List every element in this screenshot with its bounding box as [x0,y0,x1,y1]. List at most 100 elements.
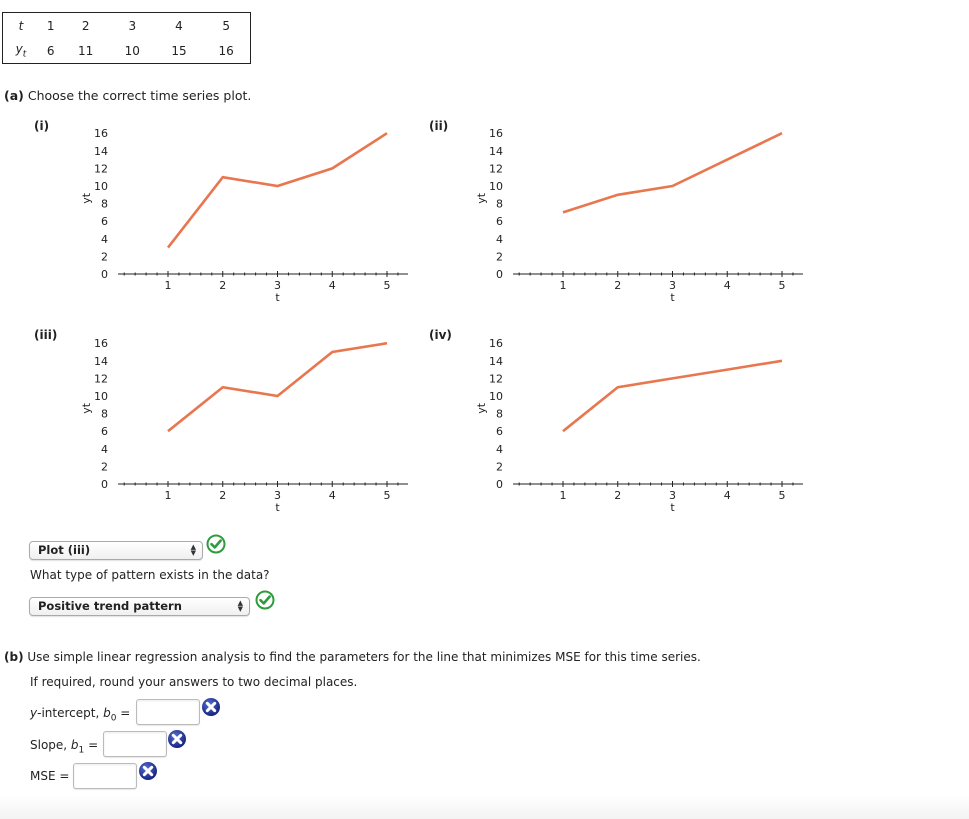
plot-select[interactable]: Plot (iii) ▲ ▼ [29,541,203,560]
y-tick-label: 12 [489,372,503,385]
x-tick-label: 1 [165,279,172,292]
x-tick-label: 5 [779,489,786,502]
series-line [562,359,783,433]
label-var: y [30,706,38,720]
y-axis-label: yt [475,192,488,204]
x-tick-label: 4 [329,279,336,292]
pattern-question: What type of pattern exists in the data? [30,568,270,582]
x-tick-label: 2 [614,279,621,292]
t-header: t [18,18,24,33]
slope-input[interactable] [103,731,167,757]
incorrect-x-icon [168,730,186,748]
y-tick-label: 0 [496,478,503,491]
x-axis-label: t [275,501,280,514]
y-tick-label: 10 [94,390,108,403]
x-axis-label: t [670,501,675,514]
y-intercept-input[interactable] [136,699,200,725]
y-tick-label: 2 [101,250,108,263]
time-series-plot-i: 1 2 3 4 5 t 0 2 4 6 8 10 12 14 16 yt [70,122,415,317]
y-tick-label: 16 [94,337,108,350]
mse-label: MSE = [30,769,69,783]
label-eq: = [84,738,99,752]
plot-label-iii: (iii) [34,328,58,342]
label-text: Slope, [30,738,71,752]
time-series-plot-iv: 1 2 3 4 5 t 0 2 4 6 8 10 12 14 16 yt [465,332,810,527]
x-tick-label: 5 [384,489,391,502]
label-sub: 1 [78,745,85,756]
part-b-note: If required, round your answers to two d… [30,675,358,689]
x-tick-label: 5 [779,279,786,292]
y-tick-label: 8 [101,198,108,211]
y-tick-label: 6 [101,425,108,438]
y-tick-label: 14 [489,145,503,158]
x-axis-label: t [275,291,280,304]
table-row-y: yt 6 11 10 15 16 [3,38,251,64]
x-tick-label: 2 [614,489,621,502]
y-intercept-label: y-intercept, b0 = [30,706,130,723]
label-text: MSE [30,769,56,783]
y-tick-label: 6 [496,425,503,438]
y-tick-label: 12 [94,162,108,175]
table-cell: 3 [128,18,137,33]
y-tick-label: 8 [101,408,108,421]
table-cell: 15 [171,43,187,58]
x-tick-label: 1 [560,489,567,502]
y-tick-label: 0 [496,268,503,281]
y-tick-label: 4 [101,443,108,456]
y-tick-label: 6 [496,215,503,228]
y-header: yt [3,38,40,64]
x-tick-label: 5 [384,279,391,292]
table-cell: 1 [46,18,55,33]
x-tick-label: 4 [724,279,731,292]
y-tick-label: 0 [101,478,108,491]
y-tick-label: 10 [489,180,503,193]
part-a-label: (a) [4,88,24,103]
y-tick-label: 10 [489,390,503,403]
table-cell: 16 [218,43,234,58]
y-tick-label: 16 [94,127,108,140]
y-tick-label: 0 [101,268,108,281]
y-tick-label: 2 [101,460,108,473]
y-tick-label: 4 [496,443,503,456]
y-tick-label: 2 [496,460,503,473]
part-b-heading: (b) Use simple linear regression analysi… [4,650,701,664]
y-axis-label: yt [80,192,93,204]
table-cell: 10 [124,43,140,58]
x-tick-label: 3 [274,279,281,292]
series-line [562,132,783,214]
time-series-plot-iii: 1 2 3 4 5 t 0 2 4 6 8 10 12 14 16 yt [70,332,415,527]
label-text: -intercept, [37,706,104,720]
y-tick-label: 4 [496,233,503,246]
pattern-select[interactable]: Positive trend pattern ▲ ▼ [29,597,250,616]
slope-label: Slope, b1 = [30,738,98,755]
plot-label-i: (i) [34,119,50,133]
part-a-prompt: Choose the correct time series plot. [27,88,252,103]
x-tick-label: 1 [560,279,567,292]
plot-label-ii: (ii) [429,119,449,133]
label-sub: 0 [110,713,117,724]
part-a-heading: (a) Choose the correct time series plot. [4,88,251,103]
table-row-t: t 1 2 3 4 5 [3,13,251,39]
x-tick-label: 3 [274,489,281,502]
y-tick-label: 14 [489,355,503,368]
label-eq: = [116,706,131,720]
x-tick-label: 4 [329,489,336,502]
y-tick-label: 14 [94,145,108,158]
incorrect-x-icon [202,698,220,716]
y-tick-label: 14 [94,355,108,368]
y-tick-label: 12 [94,372,108,385]
x-tick-label: 2 [219,489,226,502]
pattern-select-value: Positive trend pattern [38,599,182,613]
mse-input[interactable] [73,763,137,789]
table-cell: 4 [175,18,183,33]
y-header-sub: t [22,49,27,60]
y-header-var: y [15,41,23,56]
series-line [166,132,388,249]
correct-check-icon [206,534,226,554]
y-tick-label: 16 [489,127,503,140]
x-tick-label: 1 [165,489,172,502]
select-arrows-icon: ▲ ▼ [190,543,196,557]
